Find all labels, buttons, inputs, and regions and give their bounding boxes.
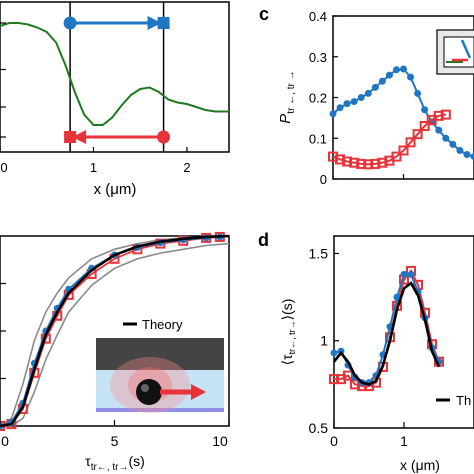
- series-grey-lower: [0, 242, 230, 427]
- series-blue-marker: [350, 98, 358, 106]
- series-blue-marker: [456, 146, 464, 154]
- arrow-1-head: [72, 130, 87, 144]
- series-blue-marker: [330, 349, 338, 357]
- panel-b-arrows: [63, 16, 171, 144]
- panel-e-xlabel: τtr←, tr→(s): [85, 453, 145, 473]
- legend-th-label: Th: [456, 393, 471, 408]
- series-blue-marker: [435, 126, 443, 134]
- panel-e-series: [0, 231, 230, 431]
- arrow-0-end-square: [157, 17, 170, 29]
- series-blue-marker: [414, 89, 422, 97]
- panel-d-y-ticks: 0.5 1 1.5: [309, 245, 339, 436]
- arrow-0-head: [147, 16, 162, 30]
- c-ytick-label-2: 0.2: [309, 91, 327, 106]
- panel-e: 0 5 10 Theory τtr←, tr→(s): [0, 231, 230, 473]
- d-ytick-label-1: 1: [320, 333, 328, 349]
- series-red-marker: [419, 121, 430, 132]
- b-xtick-label-1: 1: [90, 160, 97, 175]
- panel-d-ylabel: ⟨τtr←, tr→⟩(s): [279, 299, 297, 366]
- series-blue-marker: [343, 100, 351, 108]
- panel-b-xlabel: x (μm): [94, 181, 137, 198]
- legend-theory-label: Theory: [142, 317, 183, 332]
- panel-b: 0 1 2 x (μm): [0, 1, 230, 198]
- series-blue-marker: [393, 293, 401, 301]
- panel-c-inset-icon: [436, 29, 474, 75]
- series-red-marker: [398, 145, 409, 156]
- series-blue-marker: [463, 151, 471, 159]
- series-blue-marker: [371, 83, 379, 91]
- b-xtick-label-0: 0: [0, 160, 7, 175]
- series-theory: [332, 281, 441, 386]
- panel-d-series: [329, 265, 444, 392]
- series-red-marker: [440, 109, 451, 120]
- series-blue-marker: [336, 104, 344, 112]
- panel-e-legend: Theory: [123, 317, 183, 332]
- series-blue-marker: [400, 270, 408, 278]
- panel-d-label: d: [258, 230, 269, 250]
- c-ytick-label-0: 0: [320, 172, 327, 187]
- series-blue-marker: [449, 140, 457, 148]
- panel-c-series: [328, 65, 474, 170]
- panel-e-x-ticks: 0 5 10: [0, 282, 230, 449]
- d-xtick-label-1: 1: [400, 433, 408, 449]
- panel-d-legend: Th: [436, 393, 471, 408]
- particle-sphere: [136, 379, 162, 405]
- series-blue-marker: [407, 270, 415, 278]
- d-ytick-label-2: 1.5: [309, 245, 329, 261]
- panel-c: c 0 0.1 0.2 0.3 0.4 Ptr ←, tr →: [259, 4, 474, 187]
- series-blue-marker: [392, 66, 400, 74]
- arrow-1-end-square: [64, 131, 77, 143]
- panel-c-ylabel: Ptr ←, tr →: [277, 70, 297, 123]
- c-ytick-label-4: 0.4: [309, 9, 327, 24]
- panel-c-x-ticks: [332, 174, 405, 179]
- e-xtick-label-2: 10: [212, 433, 228, 449]
- series-blue-marker: [407, 73, 415, 81]
- series-blue-marker: [400, 65, 407, 73]
- series-blue-marker: [442, 134, 450, 142]
- series-theory: [0, 234, 230, 428]
- panel-b-frame: [0, 1, 230, 153]
- c-ytick-label-1: 0.1: [309, 131, 327, 146]
- series-blue-marker: [329, 110, 337, 118]
- d-xtick-label-0: 0: [330, 433, 338, 449]
- panel-d-xlabel: x (μm): [400, 457, 440, 473]
- arrow-1-start-circle: [157, 130, 171, 144]
- series-red-marker: [412, 129, 423, 140]
- panel-b-x-ticks: 0 1 2: [0, 22, 191, 175]
- e-xtick-label-1: 5: [111, 433, 119, 449]
- series-blue-marker: [364, 89, 372, 97]
- series-red-marker: [405, 137, 416, 148]
- panel-c-label: c: [259, 4, 269, 24]
- series-red-marker: [391, 151, 402, 162]
- b-xtick-label-2: 2: [183, 160, 190, 175]
- c-ytick-label-3: 0.3: [309, 50, 327, 65]
- panel-d-frame: [333, 235, 474, 429]
- series-blue-marker: [470, 153, 474, 161]
- panel-c-y-ticks: 0 0.1 0.2 0.3 0.4: [309, 9, 338, 187]
- series-green-line: [0, 22, 229, 126]
- e-xtick-label-0: 0: [1, 433, 9, 449]
- series-blue-marker: [378, 77, 386, 85]
- series-blue-marker: [357, 94, 365, 101]
- arrow-0-start-circle: [63, 16, 77, 30]
- panel-b-series: [0, 22, 229, 126]
- d-ytick-label-0: 0.5: [309, 420, 329, 436]
- panel-e-inset-schematic: [96, 338, 224, 413]
- series-blue-marker: [385, 71, 393, 79]
- series-blue-marker: [421, 106, 429, 114]
